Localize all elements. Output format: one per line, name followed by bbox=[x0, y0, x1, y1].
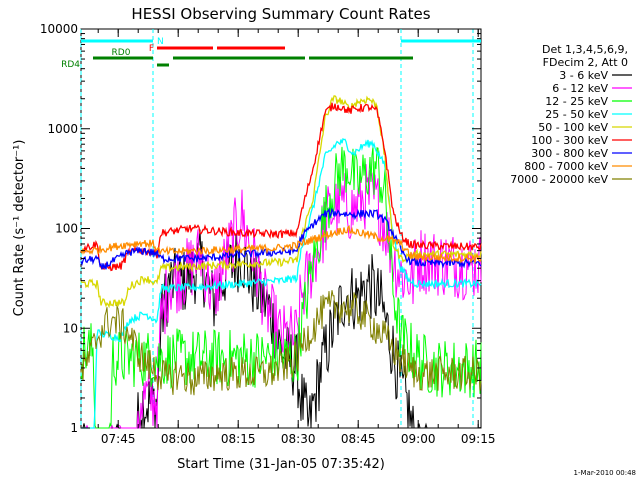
legend-header-line-1: FDecim 2, Att 0 bbox=[543, 56, 628, 69]
x-axis-label: Start Time (31-Jan-05 07:35:42) bbox=[177, 457, 385, 472]
legend-entry-label: 12 - 25 keV bbox=[545, 95, 608, 108]
plot-frame bbox=[80, 28, 482, 429]
band-label-n: N bbox=[157, 37, 164, 47]
band-label-rd4: RD4 bbox=[61, 60, 80, 70]
legend: Det 1,3,4,5,6,9,FDecim 2, Att 03 - 6 keV… bbox=[510, 43, 632, 186]
band-label-rd0: RD0 bbox=[112, 48, 131, 58]
y-axis: 1 10 100 1000 10000 bbox=[40, 22, 481, 435]
y-tick-label: 10 bbox=[63, 321, 78, 335]
y-tick-label: 10000 bbox=[40, 22, 78, 36]
legend-entry-label: 100 - 300 keV bbox=[531, 134, 608, 147]
x-tick-label: 08:45 bbox=[341, 432, 376, 446]
series-line-7000-20000-kev bbox=[80, 290, 482, 396]
x-tick-label: 08:30 bbox=[281, 432, 316, 446]
y-axis-label: Count Rate (s⁻¹ detector⁻¹) bbox=[12, 140, 27, 317]
attenuator-bands: NF RD0 RD4 bbox=[61, 37, 481, 70]
series-line-100-300-kev bbox=[80, 102, 482, 272]
x-tick-label: 08:00 bbox=[161, 432, 196, 446]
series-layer bbox=[80, 95, 482, 429]
x-tick-label: 09:00 bbox=[401, 432, 436, 446]
x-axis: 07:45 08:00 08:15 08:30 08:45 09:00 09:15 bbox=[97, 29, 496, 446]
x-tick-label: 07:45 bbox=[101, 432, 136, 446]
series-line-12-25-kev bbox=[80, 145, 482, 429]
chart-title: HESSI Observing Summary Count Rates bbox=[131, 5, 430, 23]
series-line-50-100-kev bbox=[80, 95, 482, 309]
footer-timestamp: 1-Mar-2010 00:48 bbox=[574, 469, 636, 477]
legend-entry-label: 6 - 12 keV bbox=[552, 82, 608, 95]
x-tick-label: 08:15 bbox=[221, 432, 256, 446]
legend-entry-label: 3 - 6 keV bbox=[559, 69, 608, 82]
band-label-f: F bbox=[149, 44, 154, 54]
legend-entry-label: 7000 - 20000 keV bbox=[510, 173, 608, 186]
y-tick-label: 1000 bbox=[47, 122, 78, 136]
legend-entry-label: 25 - 50 keV bbox=[545, 108, 608, 121]
series-line-3-6-kev bbox=[81, 229, 482, 429]
x-tick-label: 09:15 bbox=[461, 432, 496, 446]
y-tick-label: 1 bbox=[70, 421, 78, 435]
legend-entry-label: 300 - 800 keV bbox=[531, 147, 608, 160]
series-line-300-800-kev bbox=[80, 207, 482, 270]
legend-header-line-0: Det 1,3,4,5,6,9, bbox=[542, 43, 628, 56]
legend-entry-label: 50 - 100 keV bbox=[538, 121, 608, 134]
legend-entry-label: 800 - 7000 keV bbox=[524, 160, 608, 173]
y-tick-label: 100 bbox=[55, 222, 78, 236]
series-line-25-50-kev bbox=[81, 137, 482, 429]
series-line-800-7000-kev bbox=[80, 225, 482, 265]
